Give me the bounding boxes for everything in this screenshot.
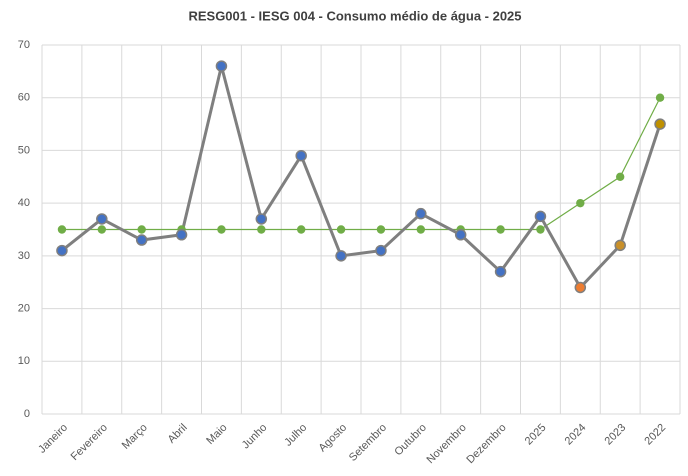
y-tick-label: 70 — [18, 39, 30, 51]
marker — [255, 213, 268, 225]
marker — [536, 225, 545, 234]
marker — [137, 225, 146, 234]
y-tick-label: 20 — [18, 302, 30, 314]
marker — [96, 213, 108, 225]
y-tick-label: 10 — [18, 355, 30, 367]
marker — [614, 239, 626, 252]
x-tick-label: Junho — [240, 422, 270, 452]
series-line — [61, 97, 661, 231]
x-tick-label: Março — [120, 422, 150, 452]
chart-title: RESG001 - IESG 004 - Consumo médio de ág… — [188, 8, 521, 23]
x-tick-label: Dezembro — [464, 422, 508, 466]
x-tick-label: Julho — [282, 422, 309, 449]
marker — [175, 229, 188, 241]
marker — [56, 244, 68, 257]
x-tick-label: Agosto — [317, 422, 350, 455]
marker — [97, 225, 107, 234]
marker — [57, 225, 67, 234]
marker — [494, 265, 507, 278]
marker — [215, 60, 228, 72]
x-tick-label: Maio — [204, 422, 229, 447]
y-tick-label: 0 — [24, 408, 30, 420]
marker — [335, 250, 347, 262]
y-tick-label: 30 — [18, 250, 30, 262]
marker — [496, 225, 505, 234]
marker — [296, 225, 306, 234]
marker — [655, 93, 665, 102]
series-line — [61, 65, 662, 290]
x-tick-label: 2023 — [603, 422, 629, 448]
marker — [376, 225, 386, 234]
x-tick-label: Abril — [166, 422, 190, 446]
marker — [454, 229, 467, 241]
marker — [534, 210, 547, 223]
marker — [217, 225, 226, 234]
x-tick-label: Fevereiro — [69, 422, 110, 463]
marker — [654, 118, 666, 130]
x-tick-label: 2024 — [563, 422, 589, 448]
y-tick-label: 40 — [18, 197, 30, 209]
marker — [415, 207, 427, 220]
x-tick-label: Setembro — [347, 422, 389, 464]
marker — [574, 281, 587, 294]
marker — [615, 172, 625, 181]
x-tick-label: 2025 — [523, 422, 549, 448]
marker — [375, 244, 387, 257]
marker — [576, 198, 585, 208]
x-tick-label: Novembro — [424, 422, 468, 466]
marker — [295, 149, 307, 162]
y-tick-label: 50 — [18, 144, 30, 156]
marker — [135, 234, 148, 246]
y-tick-label: 60 — [18, 92, 30, 104]
marker — [336, 225, 346, 234]
x-tick-label: Janeiro — [36, 422, 70, 456]
x-tick-label: Outubro — [392, 422, 429, 459]
marker — [416, 225, 426, 234]
x-tick-label: 2022 — [642, 422, 668, 448]
marker — [257, 225, 266, 234]
